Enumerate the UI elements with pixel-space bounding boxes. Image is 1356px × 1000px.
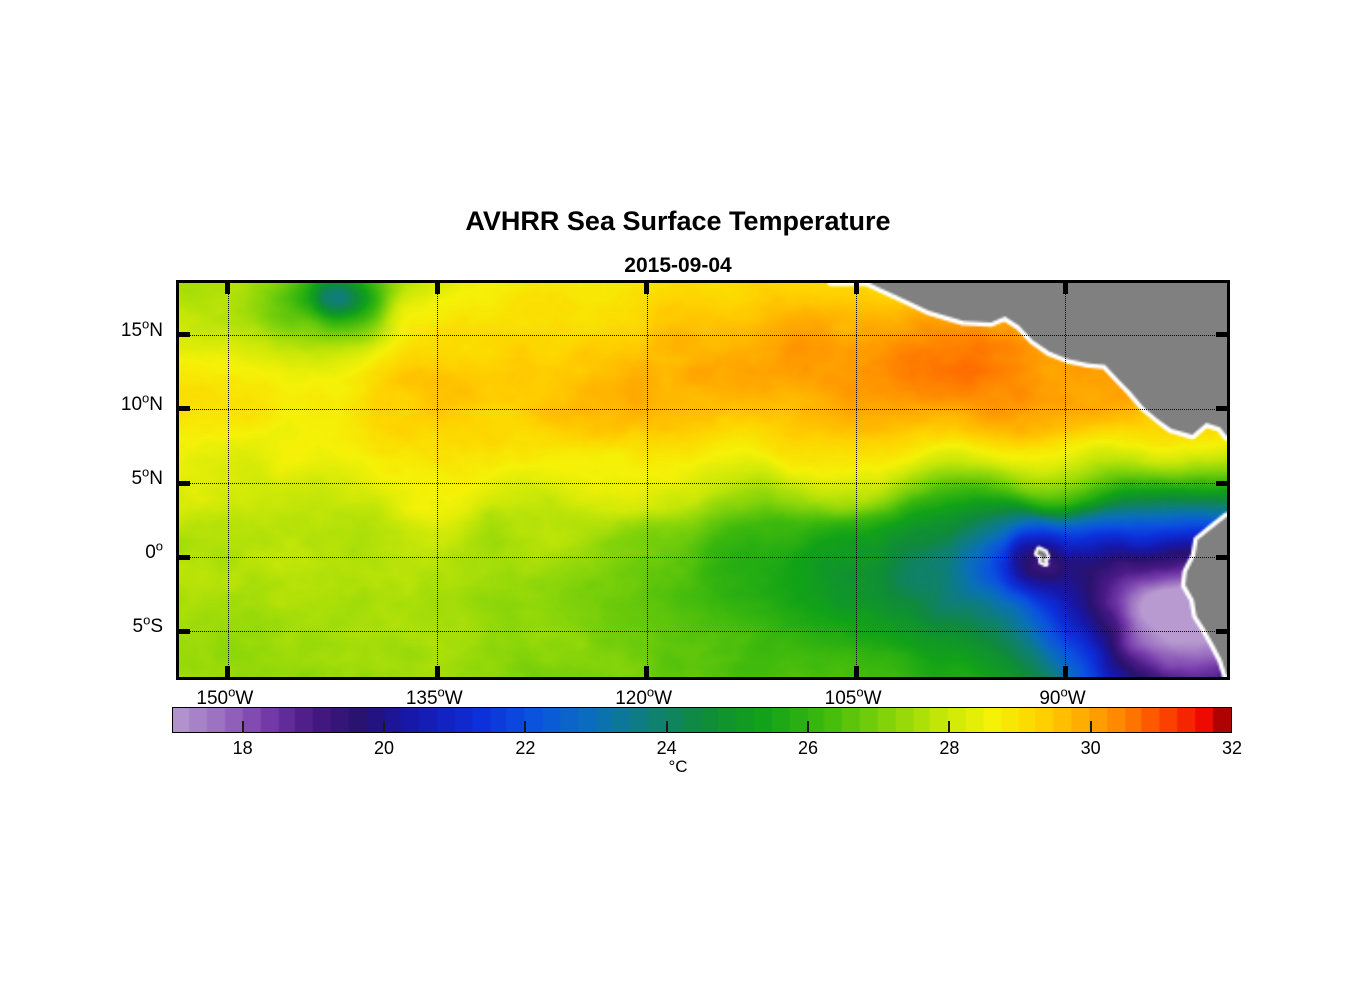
colorbar-tick-label: 32 — [1221, 738, 1243, 758]
y-tick-mark — [179, 406, 190, 412]
y-tick-hemisphere: N — [149, 468, 163, 489]
gridline-lon-135W — [437, 283, 439, 677]
x-tick-mark — [853, 666, 859, 677]
figure-subtitle: 2015-09-04 — [624, 254, 732, 277]
degree-icon: o — [646, 684, 655, 700]
map-axes[interactable] — [176, 280, 1230, 680]
y-tick-hemisphere: N — [149, 393, 163, 415]
colorbar-tick-label: 20 — [373, 738, 395, 758]
colorbar-tick-mark — [948, 721, 951, 733]
y-tick-mark — [179, 480, 190, 486]
gridline-lat-15N — [179, 334, 1227, 336]
x-tick-value: 90 — [1039, 688, 1061, 709]
y-tick-value: 10 — [120, 393, 143, 415]
colorbar-tick-label: 28 — [939, 738, 960, 758]
colorbar-unit-text: °C — [668, 757, 688, 776]
colorbar-tick-mark — [1089, 721, 1092, 733]
y-tick-mark — [1216, 332, 1227, 338]
y-axis-tick-label: 0o — [43, 540, 163, 564]
colorbar-container[interactable]: 18 20 22 24 26 28 30 32 — [172, 707, 1242, 758]
gridline-lon-90W — [1065, 283, 1067, 677]
x-axis-tick-label: 90oW — [997, 686, 1127, 709]
colorbar-tick-label: 24 — [656, 738, 677, 758]
x-axis-tick-label: 150oW — [160, 686, 290, 709]
x-tick-mark — [225, 283, 231, 294]
gridline-lon-150W — [227, 283, 229, 677]
y-tick-mark — [1216, 554, 1227, 560]
y-tick-mark — [179, 332, 190, 338]
colorbar-tick-label: 18 — [232, 738, 253, 758]
x-tick-mark — [644, 666, 650, 677]
degree-icon: o — [856, 684, 864, 700]
x-tick-value: 150 — [196, 688, 229, 709]
y-tick-mark — [1216, 628, 1227, 634]
gridline-lat-10N — [179, 408, 1227, 410]
degree-icon: o — [437, 684, 445, 700]
figure-title: AVHRR Sea Surface Temperature — [465, 206, 891, 236]
x-axis-tick-label: 105oW — [788, 686, 918, 709]
colorbar-gradient — [172, 707, 1232, 733]
degree-icon: o — [143, 612, 151, 628]
degree-icon: o — [1060, 684, 1068, 700]
colorbar-tick-label: 26 — [797, 738, 819, 758]
colorbar-tick-mark — [807, 721, 809, 733]
x-tick-mark — [434, 666, 440, 677]
x-tick-mark — [434, 283, 440, 294]
x-tick-mark — [644, 283, 650, 294]
x-tick-hemisphere: W — [863, 688, 882, 709]
y-tick-value: 0 — [145, 542, 156, 564]
degree-icon: o — [228, 684, 236, 700]
colorbar-tick-mark — [524, 721, 527, 733]
colorbar-tick-mark — [241, 721, 244, 733]
sst-heatmap — [179, 283, 1227, 677]
degree-icon: o — [142, 464, 150, 480]
x-tick-mark — [1062, 283, 1068, 294]
y-axis-tick-label: 10oN — [43, 392, 163, 415]
x-tick-value: 120 — [615, 688, 647, 709]
y-axis-tick-label: 5oN — [43, 466, 163, 489]
x-axis-tick-label: 135oW — [369, 686, 499, 709]
gridline-lat-5S — [179, 631, 1227, 633]
y-tick-value: 5 — [131, 468, 143, 489]
x-tick-mark — [225, 666, 231, 677]
x-tick-mark — [1062, 666, 1068, 677]
gridline-lon-120W — [646, 283, 648, 677]
y-axis-tick-label: 15oN — [43, 318, 163, 341]
colorbar-tick-label: 30 — [1080, 738, 1101, 758]
y-axis-tick-label: 5oS — [43, 614, 164, 638]
x-tick-mark — [853, 283, 859, 294]
x-tick-value: 105 — [824, 688, 857, 709]
y-tick-hemisphere: S — [150, 616, 163, 638]
degree-icon: o — [142, 316, 150, 332]
y-tick-value: 5 — [132, 616, 144, 638]
colorbar-tick-mark — [383, 721, 385, 733]
x-tick-hemisphere: W — [444, 688, 463, 709]
degree-icon: o — [155, 538, 163, 554]
y-tick-hemisphere: N — [149, 319, 163, 341]
y-tick-mark — [1216, 480, 1227, 486]
gridline-lat-5N — [179, 483, 1227, 484]
y-tick-value: 15 — [120, 319, 143, 341]
colorbar-tick-mark — [665, 721, 668, 733]
x-tick-value: 135 — [405, 688, 438, 709]
y-tick-mark — [179, 628, 190, 634]
degree-icon: o — [142, 390, 150, 406]
y-tick-mark — [1216, 406, 1227, 412]
x-axis-tick-label: 120oW — [579, 686, 709, 709]
gridline-lat-0eq — [179, 557, 1227, 559]
x-tick-hemisphere: W — [235, 688, 254, 709]
y-tick-mark — [179, 554, 190, 560]
gridline-lon-105W — [856, 283, 858, 677]
colorbar-tick-label: 22 — [515, 738, 536, 758]
x-tick-hemisphere: W — [654, 688, 673, 709]
x-tick-hemisphere: W — [1067, 688, 1086, 709]
colorbar-unit-label: °C — [0, 757, 1356, 777]
